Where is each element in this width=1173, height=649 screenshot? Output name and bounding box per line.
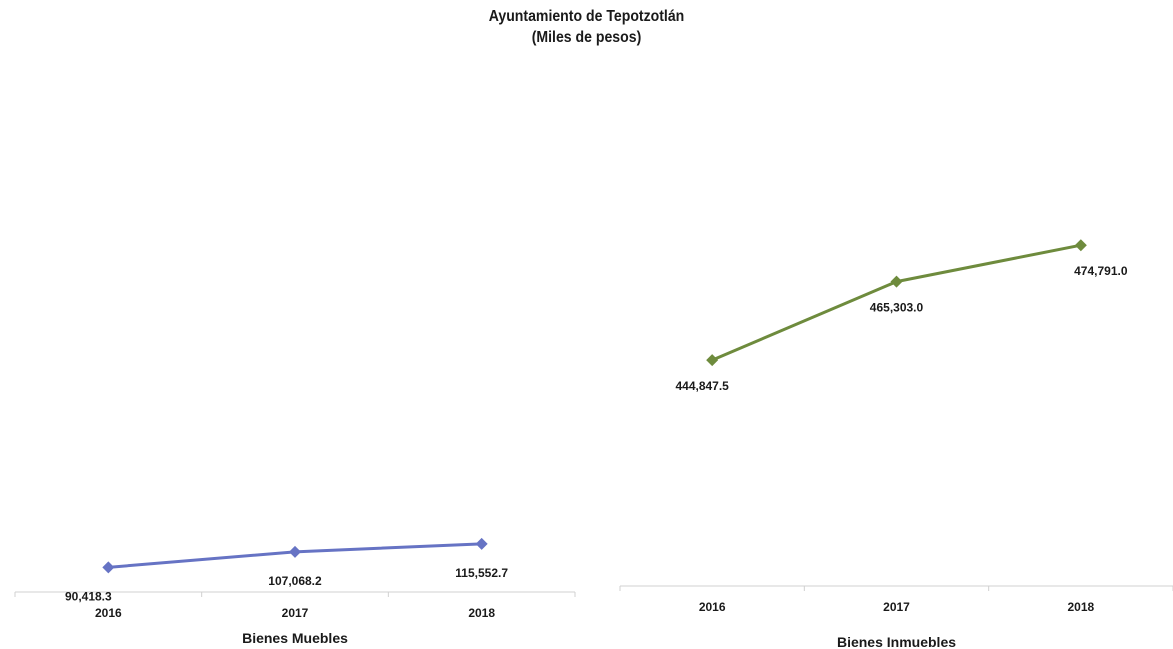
chart-subtitle: (Miles de pesos) — [531, 29, 642, 46]
data-point-marker — [1074, 239, 1087, 252]
chart-title-block: Ayuntamiento de Tepotzotlán (Miles de pe… — [0, 6, 1173, 48]
data-point-marker — [706, 354, 719, 367]
x-tick-label: 2018 — [1067, 600, 1094, 614]
data-label: 444,847.5 — [675, 379, 729, 393]
data-point-marker — [890, 275, 903, 288]
data-label: 115,552.7 — [455, 566, 508, 580]
data-label: 474,791.0 — [1074, 264, 1128, 278]
chart-title: Ayuntamiento de Tepotzotlán — [488, 8, 685, 25]
data-label: 465,303.0 — [870, 301, 924, 315]
chart-panel-2: 2016 2017 2018 Bienes Inmuebles 444,847.5 465… — [619, 239, 1173, 649]
x-tick-label: 2017 — [282, 606, 309, 620]
data-point-marker — [102, 561, 115, 574]
data-label: 90,418.3 — [65, 589, 112, 603]
data-point-marker — [475, 537, 488, 550]
chart-panel-1: 2016 2017 2018 Bienes Muebles 90,418.3 107,06… — [14, 537, 576, 646]
x-tick-label: 2016 — [95, 606, 122, 620]
x-tick-label: 2016 — [699, 600, 726, 614]
x-tick-label: 2018 — [468, 606, 495, 620]
data-label: 107,068.2 — [268, 574, 322, 588]
x-tick-label: 2017 — [883, 600, 910, 614]
x-axis-title: Bienes Muebles — [242, 630, 348, 646]
x-axis-title: Bienes Inmuebles — [837, 634, 956, 649]
data-point-marker — [289, 545, 301, 558]
